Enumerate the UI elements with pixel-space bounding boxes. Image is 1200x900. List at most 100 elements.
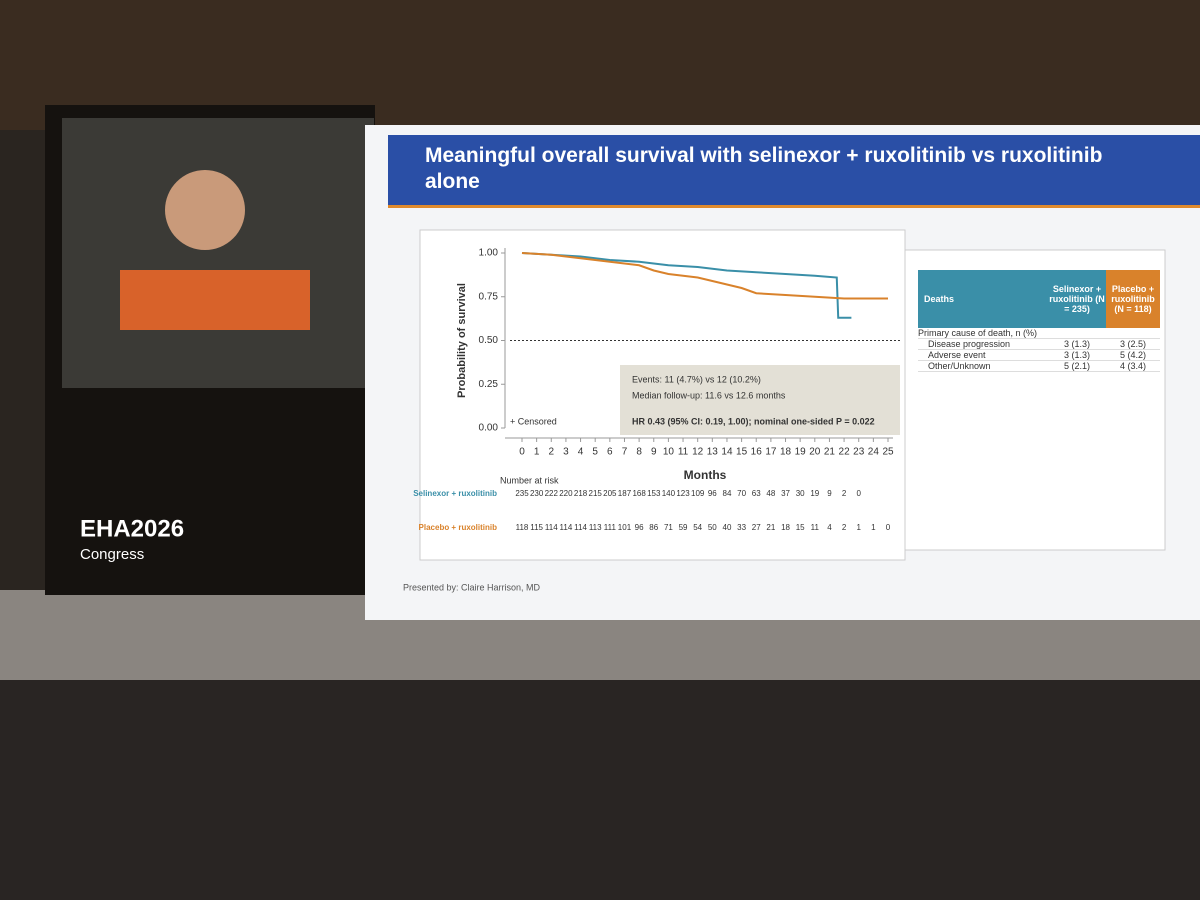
x-tick-label: 7 [622, 447, 628, 458]
header-cell: Selinexor + ruxolitinib (N = 235) [1048, 270, 1106, 328]
survival-line [521, 252, 888, 300]
x-tick-label: 23 [853, 447, 865, 458]
x-tick-label: 19 [795, 447, 807, 458]
annotation: Events: 11 (4.7%) vs 12 (10.2%) [632, 374, 761, 384]
at-risk: 48 [766, 489, 775, 498]
at-risk: 1 [871, 523, 876, 532]
header-cell: Placebo + ruxolitinib (N = 118) [1106, 270, 1160, 328]
slide-title: Meaningful overall survival with selinex… [425, 144, 1103, 193]
table-cell: Other/Unknown [928, 361, 991, 371]
x-tick-label: 3 [563, 447, 569, 458]
survival-line [521, 252, 852, 319]
x-tick-label: 5 [592, 447, 598, 458]
table-cell: 5 (2.1) [1063, 361, 1090, 371]
presenter: Presented by: Claire Harrison, MD [403, 582, 541, 592]
table-row: Primary cause of death, n (%) [918, 328, 1160, 339]
at-risk: 40 [723, 523, 732, 532]
at-risk: 19 [810, 489, 819, 498]
at-risk: 63 [752, 489, 761, 498]
table-cell: Disease progression [928, 339, 1011, 349]
at-risk: 118 [516, 523, 529, 532]
at-risk: 4 [827, 523, 832, 532]
at-risk: 2 [842, 489, 847, 498]
annotation: Median follow-up: 11.6 vs 12.6 months [632, 390, 786, 400]
at-risk: 70 [737, 489, 746, 498]
at-risk: 37 [781, 489, 790, 498]
y-axis-label: Probability of survival [456, 283, 468, 398]
at-risk: 96 [635, 523, 644, 532]
speaker-video [62, 118, 374, 388]
at-risk: 30 [796, 489, 805, 498]
x-tick-label: 2 [548, 447, 554, 458]
at-risk: 18 [781, 523, 790, 532]
at-risk: 113 [589, 523, 602, 532]
x-tick-label: 1 [534, 447, 540, 458]
x-tick-label: 11 [678, 447, 689, 458]
at-risk: 205 [603, 489, 617, 498]
x-tick-label: 17 [765, 447, 777, 458]
at-risk: 235 [515, 489, 529, 498]
at-risk: 153 [647, 489, 661, 498]
at-risk: 114 [574, 523, 587, 532]
logo: EHA2026 [80, 515, 184, 542]
at-risk: 230 [530, 489, 544, 498]
y-tick-label: 0.50 [479, 335, 499, 346]
y-tick-label: 0.25 [479, 379, 499, 390]
at-risk: 0 [886, 523, 891, 532]
at-risk: 15 [796, 523, 805, 532]
table-cell: 3 (1.3) [1063, 350, 1090, 360]
x-tick-label: 20 [809, 447, 821, 458]
at-risk: 2 [842, 523, 847, 532]
at-risk: 50 [708, 523, 717, 532]
risk-row-label: Placebo + ruxolitinib [419, 523, 498, 532]
x-tick-label: 18 [780, 447, 792, 458]
at-risk: 9 [827, 489, 832, 498]
x-tick-label: 15 [736, 447, 748, 458]
x-tick-label: 8 [636, 447, 642, 458]
header-cell: Deaths [918, 270, 1048, 328]
at-risk: 1 [856, 523, 861, 532]
x-tick-label: 22 [839, 447, 851, 458]
title-rule [388, 205, 1200, 208]
at-risk: 0 [856, 489, 861, 498]
x-tick-label: 10 [663, 447, 675, 458]
table-cell: 5 (4.2) [1119, 350, 1146, 360]
speaker [120, 270, 310, 330]
censor-note: + Censored [510, 416, 557, 426]
speaker-head [165, 170, 245, 250]
x-tick-label: 14 [721, 447, 733, 458]
at-risk: 111 [604, 523, 617, 532]
at-risk: 168 [632, 489, 646, 498]
audience [0, 680, 1200, 900]
at-risk: 222 [545, 489, 559, 498]
at-risk: 218 [574, 489, 588, 498]
y-tick-label: 0.75 [479, 291, 499, 302]
at-risk: 215 [589, 489, 603, 498]
x-tick-label: 25 [882, 447, 894, 458]
table-cell [1106, 328, 1160, 338]
table-cell: 3 (1.3) [1063, 339, 1090, 349]
x-tick-label: 4 [578, 447, 584, 458]
x-tick-label: 9 [651, 447, 657, 458]
at-risk: 114 [560, 523, 573, 532]
at-risk: 84 [723, 489, 732, 498]
table-cell [1048, 328, 1106, 338]
risk-row-label: Selinexor + ruxolitinib [413, 489, 497, 498]
table-row: Other/Unknown 5 (2.1) 4 (3.4) [918, 361, 1160, 372]
at-risk: 96 [708, 489, 717, 498]
y-tick-label: 1.00 [479, 248, 499, 259]
x-tick-label: 6 [607, 447, 613, 458]
x-axis-label: Months [684, 468, 727, 482]
at-risk: 115 [530, 523, 543, 532]
table-cell: 4 (3.4) [1119, 361, 1146, 371]
table-row: Adverse event 3 (1.3) 5 (4.2) [918, 350, 1160, 361]
at-risk: 140 [662, 489, 676, 498]
table-cell: 3 (2.5) [1119, 339, 1146, 349]
at-risk: 109 [691, 489, 705, 498]
table-header: Deaths Selinexor + ruxolitinib (N = 235) P… [918, 270, 1160, 328]
x-tick-label: 12 [692, 447, 704, 458]
annotation-box [620, 365, 900, 435]
at-risk: 21 [766, 523, 775, 532]
at-risk: 11 [811, 523, 820, 532]
